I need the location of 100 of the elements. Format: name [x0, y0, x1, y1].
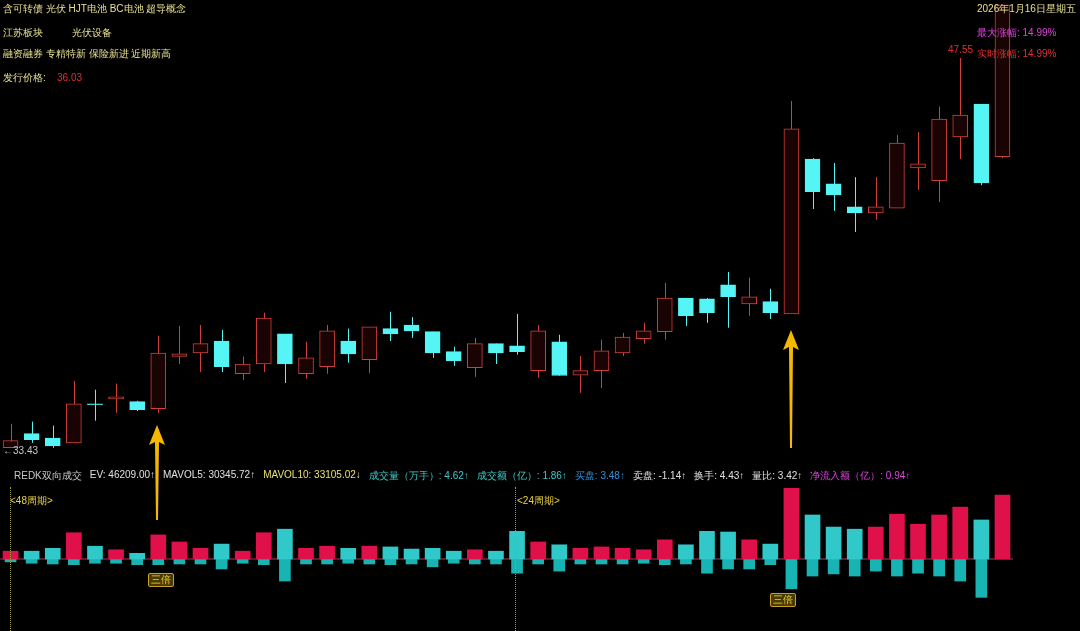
- text: 净流入额（亿）: 0.94↑: [810, 469, 911, 483]
- annotation: 发行价格:: [3, 72, 46, 84]
- bar: [46, 558, 59, 565]
- bar: [68, 558, 80, 566]
- annotation: 36.03: [57, 72, 83, 84]
- bar: [889, 513, 905, 560]
- annotation: 47.55: [948, 44, 974, 56]
- bar: [277, 528, 293, 560]
- bar: [255, 532, 272, 560]
- bar: [806, 558, 819, 577]
- bar: [658, 558, 671, 566]
- bar: [236, 558, 249, 564]
- bar: [614, 548, 631, 560]
- bar: [340, 548, 357, 560]
- bar: [994, 494, 1011, 560]
- bar: [279, 558, 291, 582]
- bar: [572, 548, 589, 560]
- bar: [110, 558, 122, 564]
- candlestick: [509, 313, 525, 356]
- bar: [783, 488, 800, 560]
- bar: [680, 558, 692, 565]
- candlestick: [825, 162, 842, 212]
- bar: [678, 544, 694, 560]
- annotation: 三倍: [148, 573, 174, 587]
- candlestick: [635, 322, 652, 345]
- bar: [509, 530, 525, 560]
- bar: [87, 545, 103, 560]
- bar: [131, 558, 144, 566]
- bar: [234, 550, 251, 560]
- bar: [532, 558, 544, 565]
- annotation: <24周期>: [517, 495, 560, 507]
- bar: [382, 546, 399, 560]
- bar: [846, 528, 863, 560]
- candlestick: [234, 356, 251, 381]
- bar: [213, 543, 230, 560]
- bar: [150, 534, 167, 560]
- bar: [25, 558, 38, 564]
- candlestick: [572, 355, 589, 394]
- bar: [300, 558, 312, 565]
- bar: [825, 526, 842, 560]
- bar: [192, 548, 209, 560]
- bar: [129, 552, 146, 560]
- bar: [593, 546, 610, 560]
- annotation: 含可转债 光伏 HJT电池 BC电池 超导概念: [3, 3, 187, 15]
- bar: [44, 548, 61, 560]
- candlestick: [867, 176, 884, 221]
- text: 量比: 3.42↑: [752, 469, 803, 483]
- bar: [827, 558, 840, 575]
- bar: [635, 549, 652, 560]
- bar: [954, 558, 967, 582]
- bar: [467, 549, 483, 560]
- bar: [743, 558, 756, 570]
- bar: [699, 530, 715, 560]
- bar: [321, 558, 333, 565]
- bar: [869, 558, 882, 572]
- bar: [89, 558, 101, 564]
- bar: [447, 558, 460, 564]
- candlestick: [382, 311, 399, 342]
- text: EV: 46209.00↑: [89, 469, 156, 482]
- bar: [637, 558, 650, 564]
- candlestick: [108, 383, 124, 414]
- candlestick: [593, 339, 610, 389]
- candlestick: [952, 57, 969, 160]
- text: 成交额（亿）: 1.86↑: [476, 469, 567, 483]
- bar: [762, 543, 779, 560]
- text: 买盘: 3.48↑: [574, 469, 625, 483]
- bar: [975, 558, 988, 598]
- bar: [912, 558, 924, 574]
- bar: [530, 541, 546, 560]
- candlestick: [44, 425, 61, 449]
- bar: [298, 548, 314, 560]
- bar: [848, 558, 861, 577]
- bar: [952, 506, 969, 560]
- bar: [973, 519, 990, 560]
- bar: [152, 558, 165, 566]
- bar: [891, 558, 903, 577]
- candlestick: [846, 176, 863, 233]
- bar: [933, 558, 945, 577]
- bar: [490, 558, 502, 565]
- bar: [656, 539, 673, 560]
- text: 卖盘: -1.14↑: [632, 469, 687, 483]
- bar: [319, 545, 335, 560]
- text: MAVOL5: 30345.72↑: [163, 469, 256, 482]
- text: 成交量（万手）: 4.62↑: [368, 469, 469, 483]
- bar: [445, 550, 462, 560]
- bar: [66, 532, 82, 560]
- bar: [361, 545, 378, 560]
- bar: [403, 548, 420, 560]
- annotation: 光伏设备: [72, 27, 112, 39]
- bar: [23, 550, 40, 560]
- annotation: <48周期>: [10, 495, 53, 507]
- bar: [511, 558, 523, 574]
- candlestick: [467, 337, 483, 378]
- bar: [720, 531, 736, 560]
- text: REDK双向成交: [14, 469, 82, 483]
- bar: [741, 539, 758, 560]
- bar: [108, 549, 124, 560]
- bar: [551, 544, 568, 560]
- bar: [764, 558, 777, 566]
- bar: [257, 558, 270, 566]
